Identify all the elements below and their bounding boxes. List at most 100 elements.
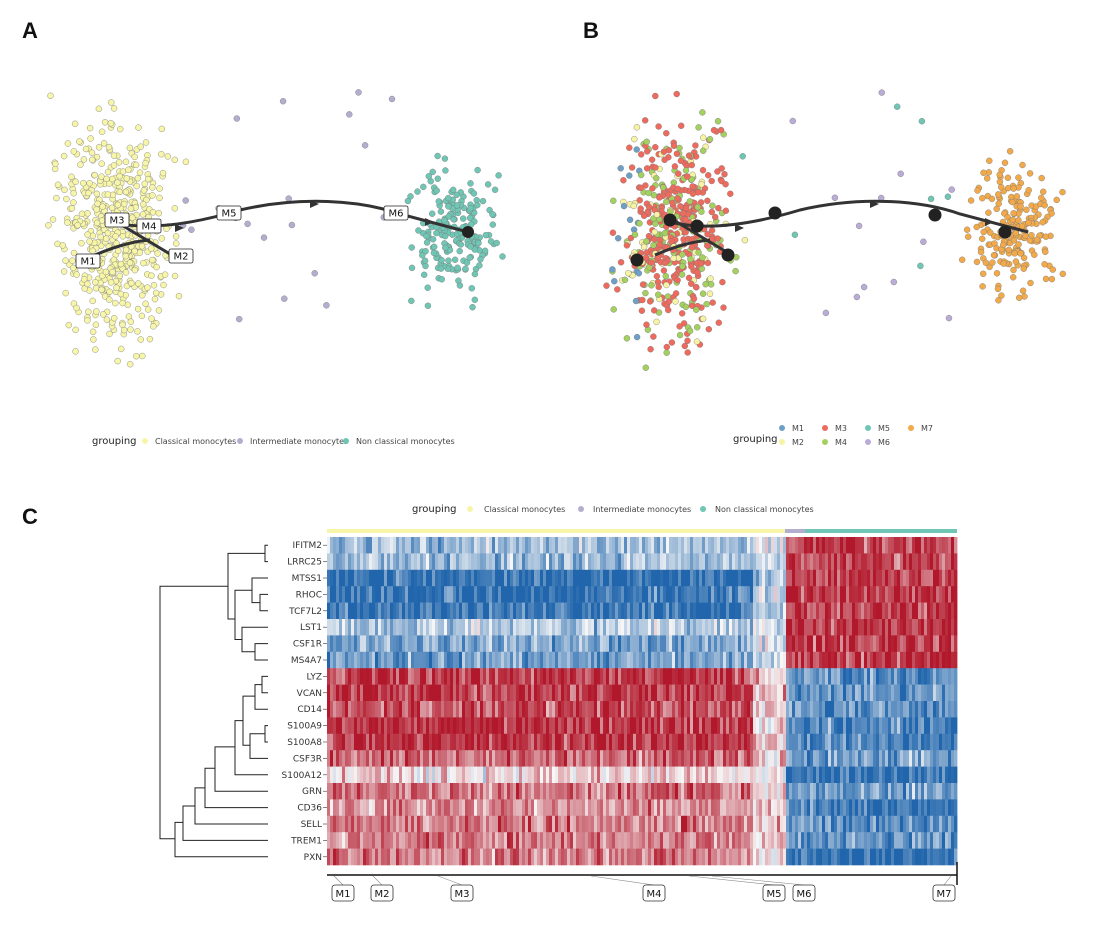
heatmap-cell	[375, 635, 379, 653]
heatmap-cell	[897, 553, 901, 571]
heatmap-cell	[513, 586, 517, 603]
heatmap-cell	[525, 750, 529, 767]
heatmap-cell	[822, 733, 826, 751]
data-point	[487, 238, 495, 245]
heatmap-cell	[801, 766, 805, 784]
heatmap-cell	[429, 766, 433, 784]
heatmap-cell	[777, 651, 781, 669]
heatmap-cell	[801, 701, 805, 718]
heatmap-cell	[516, 717, 520, 735]
heatmap-cell	[402, 717, 406, 735]
heatmap-cell	[429, 537, 433, 554]
heatmap-cell	[567, 717, 571, 735]
heatmap-cell	[786, 537, 790, 554]
heatmap-cell	[834, 733, 838, 751]
heatmap-cell	[633, 766, 637, 784]
heatmap-cell	[405, 586, 409, 603]
heatmap-cell	[408, 733, 412, 751]
data-point	[131, 266, 139, 274]
heatmap-cell	[873, 766, 877, 784]
heatmap-cell	[384, 766, 388, 784]
heatmap-cell	[336, 701, 340, 718]
heatmap-cell	[540, 783, 544, 800]
heatmap-cell	[735, 619, 739, 636]
heatmap-cell	[471, 701, 475, 718]
heatmap-cell	[468, 799, 472, 817]
data-point	[1059, 188, 1066, 196]
heatmap-cell	[765, 602, 769, 620]
heatmap-cell	[432, 799, 436, 817]
heatmap-cell	[702, 635, 706, 653]
heatmap-cell	[915, 783, 919, 800]
heatmap-cell	[483, 569, 487, 587]
heatmap-cell	[555, 635, 559, 653]
heatmap-cell	[621, 553, 625, 571]
heatmap-cell	[411, 569, 415, 587]
heatmap-cell	[954, 733, 958, 751]
heatmap-cell	[870, 537, 874, 554]
heatmap-cell	[510, 684, 514, 702]
heatmap-cell	[789, 602, 793, 620]
data-point	[704, 259, 712, 267]
heatmap-cell	[531, 635, 535, 653]
data-point	[148, 272, 155, 279]
heatmap-cell	[708, 602, 712, 620]
heatmap-cell	[720, 635, 724, 653]
heatmap-cell	[777, 733, 781, 751]
milestone-label-M5: M5	[216, 205, 242, 221]
data-point	[110, 152, 118, 159]
heatmap-cell	[474, 619, 478, 636]
heatmap-cell	[729, 651, 733, 669]
data-point	[699, 290, 707, 297]
data-point	[705, 326, 712, 333]
heatmap-cell	[657, 569, 661, 587]
heatmap-cell	[492, 717, 496, 735]
heatmap-cell	[522, 586, 526, 603]
heatmap-cell	[720, 569, 724, 587]
heatmap-cell	[885, 684, 889, 702]
data-point	[127, 205, 135, 212]
heatmap-cell	[897, 651, 901, 669]
heatmap-cell	[615, 766, 619, 784]
data-point	[90, 336, 97, 343]
heatmap-cell	[798, 651, 802, 669]
heatmap-cell	[654, 766, 658, 784]
heatmap-cell	[654, 635, 658, 653]
heatmap-cell	[843, 635, 847, 653]
heatmap-cell	[636, 651, 640, 669]
heatmap-cell	[942, 651, 946, 669]
data-point	[499, 253, 506, 260]
heatmap-cell	[405, 553, 409, 571]
heatmap-cell	[444, 537, 448, 554]
heatmap-cell	[954, 701, 958, 718]
heatmap-cell	[849, 717, 853, 735]
heatmap-cell	[693, 701, 697, 718]
heatmap-cell	[726, 717, 730, 735]
heatmap-cell	[807, 668, 811, 685]
heatmap-cell	[489, 619, 493, 636]
heatmap-cell	[552, 586, 556, 603]
data-point	[688, 244, 696, 251]
heatmap-cell	[606, 684, 610, 702]
heatmap-cell	[573, 684, 577, 702]
heatmap-cell	[621, 619, 625, 636]
heatmap-cell	[930, 635, 934, 653]
heatmap-cell	[612, 537, 616, 554]
heatmap-cell	[597, 717, 601, 735]
heatmap-cell	[507, 701, 511, 718]
heatmap-cell	[552, 733, 556, 751]
heatmap-cell	[540, 651, 544, 669]
heatmap-cell	[741, 537, 745, 554]
heatmap-cell	[570, 783, 574, 800]
heatmap-cell	[873, 684, 877, 702]
heatmap-cell	[705, 733, 709, 751]
heatmap-cell	[510, 668, 514, 685]
heatmap-cell	[807, 766, 811, 784]
data-point	[945, 314, 953, 322]
heatmap-cell	[951, 586, 955, 603]
heatmap-cell	[705, 602, 709, 620]
heatmap-cell	[726, 586, 730, 603]
heatmap-cell	[414, 766, 418, 784]
heatmap-cell	[831, 569, 835, 587]
heatmap-cell	[636, 602, 640, 620]
